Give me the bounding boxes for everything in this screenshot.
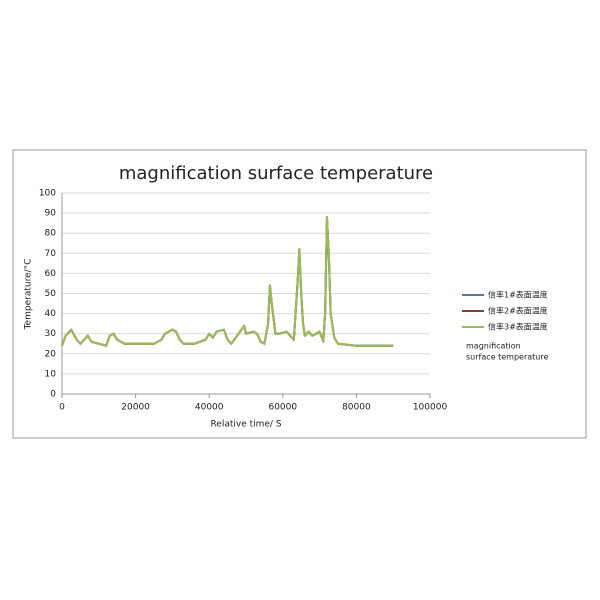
x-axis-label: Relative time/ S — [210, 420, 281, 430]
legend-note: surface temperature — [466, 353, 548, 362]
x-tick-label: 20000 — [121, 403, 150, 413]
legend-label: 信率2#表面温度 — [488, 306, 548, 316]
y-tick-label: 90 — [45, 209, 57, 219]
y-tick-label: 60 — [45, 269, 57, 279]
x-tick-label: 60000 — [268, 403, 297, 413]
chart-title: magnification surface temperature — [119, 163, 433, 184]
y-tick-label: 100 — [39, 189, 56, 199]
y-tick-label: 0 — [50, 390, 56, 400]
legend-label: 信率3#表面温度 — [488, 322, 548, 332]
y-tick-label: 30 — [45, 329, 57, 339]
x-tick-label: 80000 — [342, 403, 371, 413]
x-tick-label: 100000 — [413, 403, 448, 413]
legend-note: magnification — [466, 342, 521, 351]
y-tick-label: 20 — [45, 349, 57, 359]
y-tick-label: 70 — [45, 249, 57, 259]
y-axis-label: Temperature/°C — [24, 259, 34, 331]
y-tick-label: 50 — [45, 289, 57, 299]
y-tick-label: 10 — [45, 369, 57, 379]
x-tick-label: 0 — [59, 403, 65, 413]
y-tick-label: 40 — [45, 309, 57, 319]
x-tick-label: 40000 — [195, 403, 224, 413]
y-tick-label: 80 — [45, 229, 57, 239]
series-line — [61, 216, 394, 347]
legend-label: 信率1#表面温度 — [488, 290, 548, 300]
